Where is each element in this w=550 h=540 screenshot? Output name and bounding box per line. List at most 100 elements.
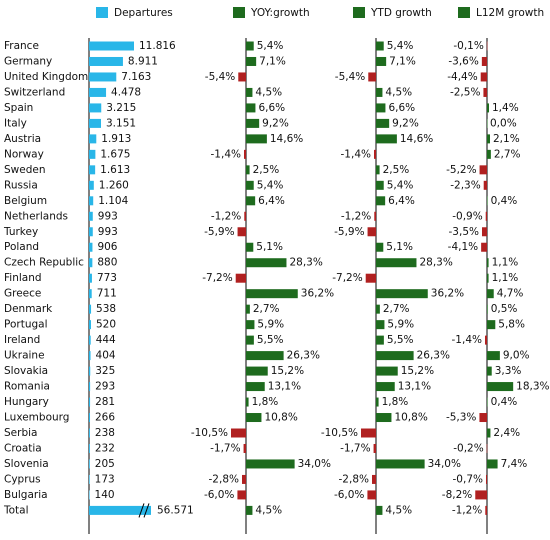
value-label: 1,8% bbox=[252, 396, 279, 408]
row-label: Croatia bbox=[4, 442, 42, 454]
bar bbox=[89, 351, 91, 361]
value-label: 0,5% bbox=[491, 303, 518, 315]
value-label: -5,9% bbox=[334, 226, 364, 238]
bar bbox=[486, 41, 488, 51]
legend-swatch bbox=[96, 7, 108, 18]
value-label: 7,4% bbox=[501, 458, 528, 470]
value-label: 404 bbox=[96, 350, 116, 362]
bar bbox=[487, 397, 488, 407]
row-label: Russia bbox=[4, 179, 38, 191]
bar bbox=[246, 103, 256, 113]
value-label: -3,6% bbox=[448, 55, 478, 67]
bar bbox=[376, 366, 398, 376]
value-label: 238 bbox=[95, 427, 115, 439]
bar bbox=[237, 227, 246, 237]
bar bbox=[89, 211, 93, 221]
bar bbox=[376, 165, 380, 175]
value-label: 11.816 bbox=[139, 40, 176, 52]
bar bbox=[487, 351, 500, 361]
value-label: 444 bbox=[96, 334, 116, 346]
bar bbox=[89, 242, 93, 252]
bar bbox=[487, 258, 489, 268]
bar bbox=[89, 118, 102, 128]
value-label: 2,5% bbox=[253, 164, 280, 176]
value-label: 6,4% bbox=[258, 195, 285, 207]
value-label: -10,5% bbox=[321, 427, 358, 439]
value-label: 14,6% bbox=[270, 133, 303, 145]
value-label: 4,5% bbox=[385, 504, 412, 516]
bar bbox=[89, 72, 117, 82]
value-label: -2,8% bbox=[209, 473, 239, 485]
value-label: 205 bbox=[95, 458, 115, 470]
row-label: Italy bbox=[4, 117, 27, 129]
row-label: Turkey bbox=[3, 226, 38, 238]
bar bbox=[89, 56, 123, 66]
value-label: 7,1% bbox=[259, 55, 286, 67]
axis-break bbox=[143, 503, 150, 518]
bar bbox=[480, 72, 487, 82]
bar bbox=[89, 474, 90, 484]
value-label: 9,0% bbox=[503, 350, 530, 362]
bar bbox=[89, 134, 97, 144]
value-label: 2,7% bbox=[253, 303, 280, 315]
legend-swatch bbox=[458, 7, 470, 18]
bar bbox=[487, 428, 491, 438]
value-label: -1,4% bbox=[341, 148, 371, 160]
bar bbox=[486, 443, 488, 453]
value-label: 2,4% bbox=[493, 427, 520, 439]
value-label: -6,0% bbox=[334, 489, 364, 501]
value-label: 36,2% bbox=[431, 288, 464, 300]
value-label: -1,2% bbox=[341, 210, 371, 222]
bar bbox=[89, 273, 92, 283]
value-label: 2,1% bbox=[493, 133, 520, 145]
bar bbox=[475, 490, 487, 500]
bar bbox=[246, 505, 253, 515]
bar bbox=[487, 320, 496, 330]
bar bbox=[243, 443, 246, 453]
row-label: Greece bbox=[4, 288, 41, 300]
bar bbox=[241, 474, 246, 484]
bar bbox=[246, 382, 265, 392]
value-label: 4,5% bbox=[255, 504, 282, 516]
value-label: 9,2% bbox=[262, 117, 289, 129]
bar bbox=[376, 459, 425, 469]
bar bbox=[89, 165, 96, 175]
value-label: 711 bbox=[97, 288, 117, 300]
bar bbox=[246, 165, 250, 175]
bar bbox=[376, 87, 383, 97]
row-label: Finland bbox=[4, 272, 42, 284]
row-label: Hungary bbox=[4, 396, 49, 408]
value-label: 28,3% bbox=[289, 257, 322, 269]
value-label: 0,4% bbox=[491, 396, 518, 408]
row-label: Romania bbox=[4, 381, 50, 393]
value-label: 26,3% bbox=[287, 350, 320, 362]
row-label: Serbia bbox=[4, 427, 37, 439]
value-label: 5,9% bbox=[387, 319, 414, 331]
bar bbox=[487, 273, 489, 283]
bar bbox=[376, 103, 386, 113]
bar bbox=[487, 382, 514, 392]
row-label: Netherlands bbox=[4, 210, 68, 222]
bar bbox=[246, 320, 255, 330]
bar bbox=[376, 118, 390, 128]
value-label: 15,2% bbox=[271, 365, 304, 377]
bar bbox=[376, 413, 392, 423]
row-label: Poland bbox=[4, 241, 39, 253]
bar bbox=[230, 428, 246, 438]
value-label: 3.151 bbox=[106, 117, 136, 129]
value-label: -1,2% bbox=[211, 210, 241, 222]
bar bbox=[89, 335, 91, 345]
value-label: 1,8% bbox=[382, 396, 409, 408]
bar bbox=[484, 335, 487, 345]
bar bbox=[89, 505, 151, 515]
row-label: Belgium bbox=[4, 195, 47, 207]
bar bbox=[89, 304, 92, 314]
bar bbox=[243, 149, 246, 159]
bar bbox=[89, 397, 91, 407]
row-label: United Kingdom bbox=[4, 71, 88, 83]
bar bbox=[376, 56, 387, 66]
bar bbox=[246, 397, 249, 407]
bar bbox=[246, 258, 287, 268]
row-label: Ukraine bbox=[4, 350, 45, 362]
bar bbox=[479, 413, 487, 423]
